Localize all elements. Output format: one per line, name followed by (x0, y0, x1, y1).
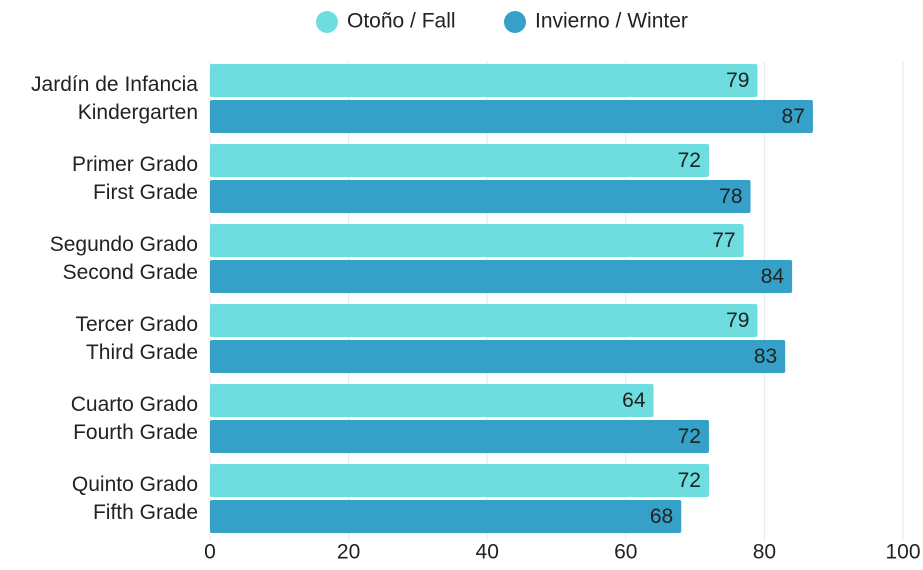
bar (210, 500, 682, 533)
y-tick-label: Segundo Grado Second Grade (50, 233, 198, 284)
value-label: 79 (726, 309, 749, 332)
x-tick-label: 40 (476, 541, 499, 564)
bar (210, 340, 786, 373)
x-tick-label: 100 (885, 541, 920, 564)
x-tick-label: 60 (614, 541, 637, 564)
value-label: 84 (761, 265, 785, 288)
bar (210, 384, 654, 417)
y-tick-label: Tercer Grado Third Grade (75, 313, 198, 364)
value-label: 68 (650, 505, 673, 528)
value-label: 79 (726, 69, 749, 92)
legend-label: Invierno / Winter (535, 10, 688, 33)
value-label: 87 (782, 105, 805, 128)
bar (210, 260, 793, 293)
bar (210, 464, 709, 497)
y-tick-label: Jardín de Infancia Kindergarten (31, 73, 198, 124)
legend-swatch (316, 11, 338, 33)
value-label: 64 (622, 389, 646, 412)
bar (210, 224, 744, 257)
bar (210, 180, 751, 213)
x-tick-label: 80 (753, 541, 776, 564)
x-tick-label: 0 (204, 541, 216, 564)
y-tick-label: Quinto Grado Fifth Grade (72, 473, 198, 524)
bar (210, 144, 709, 177)
y-tick-label: Primer Grado First Grade (72, 153, 198, 204)
bar (210, 420, 709, 453)
value-label: 83 (754, 345, 777, 368)
y-tick-label: Cuarto Grado Fourth Grade (71, 393, 198, 444)
value-label: 72 (678, 149, 701, 172)
value-label: 78 (719, 185, 742, 208)
x-tick-label: 20 (337, 541, 360, 564)
value-label: 72 (678, 425, 701, 448)
bar (210, 64, 758, 97)
legend-swatch (504, 11, 526, 33)
bar (210, 100, 813, 133)
legend-label: Otoño / Fall (347, 10, 456, 33)
bar (210, 304, 758, 337)
value-label: 77 (712, 229, 735, 252)
value-label: 72 (678, 469, 701, 492)
